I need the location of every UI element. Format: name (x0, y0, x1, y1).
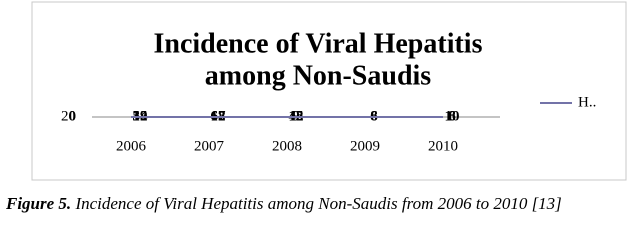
legend-label: H.. (578, 94, 596, 110)
page: Incidence of Viral Hepatitis among Non-S… (6, 1, 627, 214)
caption-text: Incidence of Viral Hepatitis among Non-S… (75, 194, 562, 213)
y-tick-label: 0 (69, 108, 77, 124)
data-label: 6 (448, 108, 456, 124)
x-tick-label: 2009 (350, 138, 380, 154)
data-label: 8 (448, 108, 456, 124)
x-tick-label: 2006 (116, 138, 147, 154)
caption-label: Figure 5. (6, 194, 72, 213)
chart: Incidence of Viral Hepatitis among Non-S… (31, 1, 627, 181)
chart-frame (31, 1, 627, 181)
caption: Figure 5. Incidence of Viral Hepatitis a… (6, 194, 562, 214)
chart-subtitle: among Non-Saudis (205, 60, 432, 91)
y-tick-label: 20 (61, 108, 76, 124)
data-label: 10 (445, 108, 460, 124)
x-tick-label: 2008 (272, 138, 302, 154)
x-tick-label: 2010 (428, 138, 458, 154)
chart-title: Incidence of Viral Hepatitis (154, 28, 483, 59)
x-tick-label: 2007 (194, 138, 225, 154)
